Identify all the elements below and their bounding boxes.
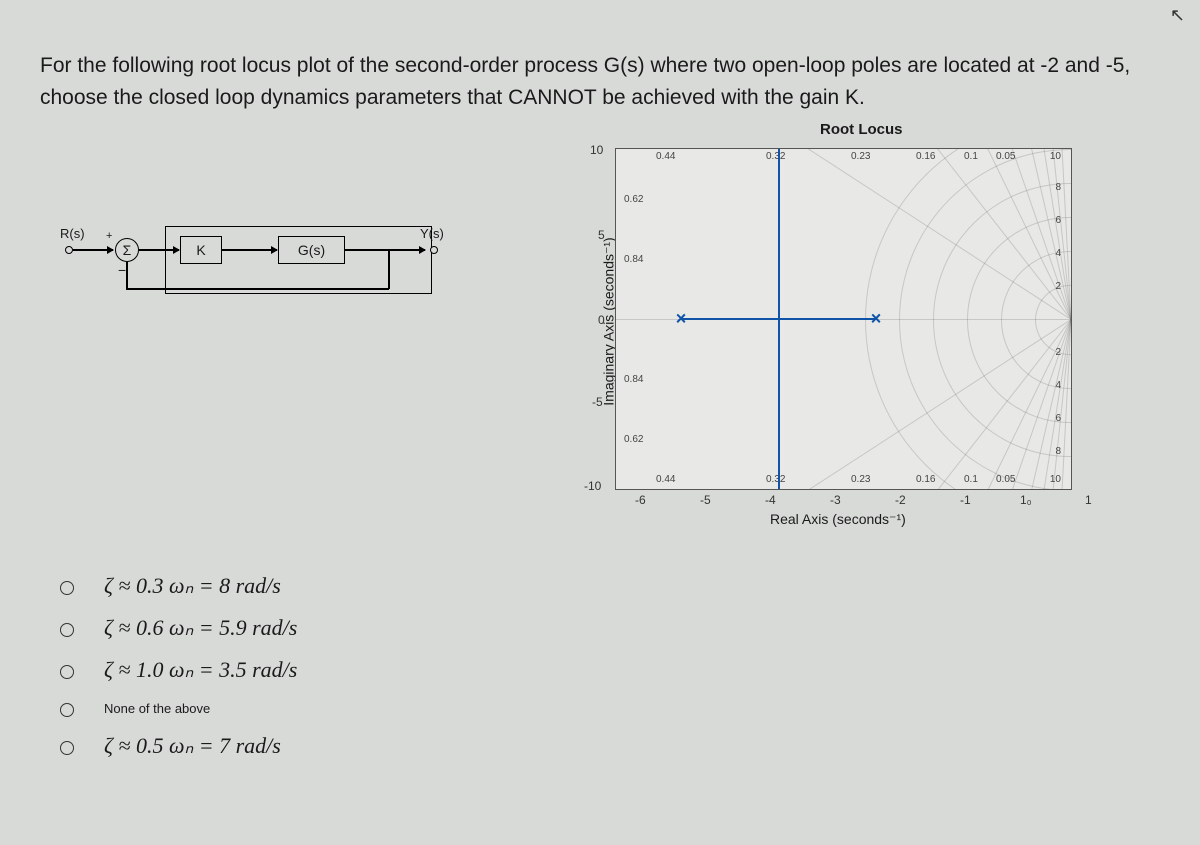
option-3[interactable]: ζ ≈ 1.0 ωₙ = 3.5 rad/s [60, 657, 1160, 683]
option-2[interactable]: ζ ≈ 0.6 ωₙ = 5.9 rad/s [60, 615, 1160, 641]
answer-options: ζ ≈ 0.3 ωₙ = 8 rad/s ζ ≈ 0.6 ωₙ = 5.9 ra… [0, 533, 1200, 759]
cursor-icon: ↖ [1170, 5, 1185, 26]
question-text: For the following root locus plot of the… [0, 0, 1200, 133]
radio-icon[interactable] [60, 623, 74, 637]
block-diagram: R(s) + − Σ K G(s) Y(s) [40, 228, 540, 308]
root-locus-chart: Root Locus Imaginary Axis (seconds⁻¹) Re… [560, 133, 1110, 533]
option-4[interactable]: None of the above [60, 699, 1160, 717]
radio-icon[interactable] [60, 665, 74, 679]
option-1[interactable]: ζ ≈ 0.3 ωₙ = 8 rad/s [60, 573, 1160, 599]
radio-icon[interactable] [60, 581, 74, 595]
option-5[interactable]: ζ ≈ 0.5 ωₙ = 7 rad/s [60, 733, 1160, 759]
radio-icon[interactable] [60, 741, 74, 755]
radio-icon[interactable] [60, 703, 74, 717]
